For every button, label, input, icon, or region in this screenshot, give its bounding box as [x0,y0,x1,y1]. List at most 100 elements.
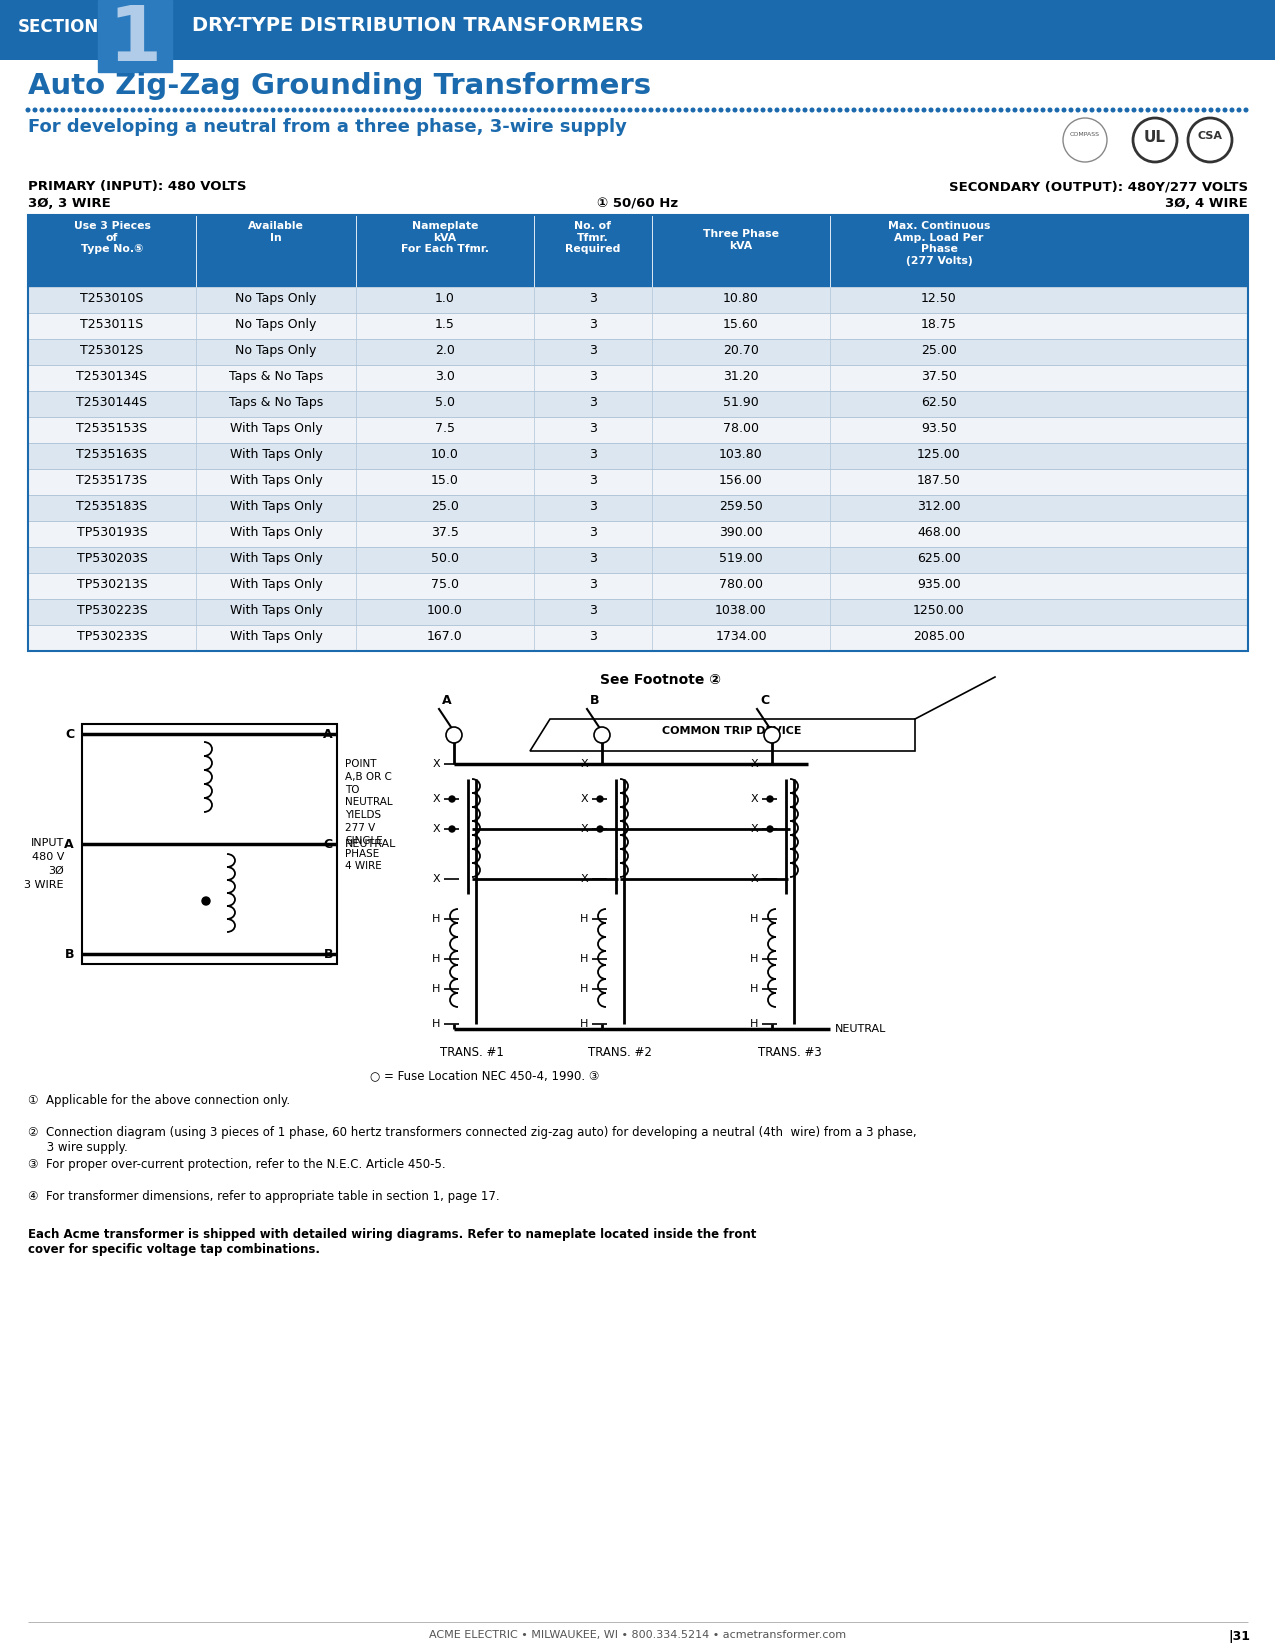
Text: A: A [442,693,451,707]
Text: T2535163S: T2535163S [76,447,148,461]
Text: H: H [432,954,440,964]
Text: H: H [580,984,588,994]
Circle shape [1000,109,1003,112]
Text: X: X [751,794,759,804]
Circle shape [755,109,757,112]
Circle shape [467,109,470,112]
Text: 78.00: 78.00 [723,423,759,434]
Circle shape [1112,109,1114,112]
Circle shape [474,109,478,112]
Text: 18.75: 18.75 [921,319,958,330]
Text: X: X [751,824,759,834]
Circle shape [597,826,603,832]
Circle shape [145,109,149,112]
Text: 519.00: 519.00 [719,551,762,565]
Text: X: X [580,873,588,883]
Text: With Taps Only: With Taps Only [230,500,323,513]
Text: No Taps Only: No Taps Only [236,343,316,357]
Text: X: X [580,794,588,804]
Circle shape [958,109,961,112]
Text: 37.50: 37.50 [921,370,958,383]
Circle shape [89,109,93,112]
Text: |31: |31 [1228,1630,1250,1643]
Text: 780.00: 780.00 [719,578,762,591]
Text: T2530134S: T2530134S [76,370,148,383]
Text: 3: 3 [589,631,597,642]
Circle shape [643,109,646,112]
Text: 93.50: 93.50 [921,423,956,434]
Circle shape [173,109,177,112]
Circle shape [817,109,821,112]
Circle shape [432,109,436,112]
Circle shape [1063,117,1107,162]
Text: 3: 3 [589,527,597,538]
Text: With Taps Only: With Taps Only [230,551,323,565]
Circle shape [384,109,386,112]
Circle shape [769,109,771,112]
Text: TP530233S: TP530233S [76,631,148,642]
Circle shape [222,109,226,112]
Circle shape [1146,109,1150,112]
Circle shape [82,109,85,112]
Circle shape [894,109,898,112]
Circle shape [713,109,715,112]
Text: H: H [580,915,588,925]
Circle shape [250,109,254,112]
Circle shape [635,109,639,112]
Text: 5.0: 5.0 [435,396,455,409]
Circle shape [453,109,456,112]
Text: H: H [750,1019,759,1029]
Circle shape [1020,109,1024,112]
Circle shape [621,109,625,112]
Circle shape [446,726,462,743]
Circle shape [449,796,455,802]
Circle shape [244,109,247,112]
Circle shape [1084,109,1086,112]
Bar [28,573,1248,599]
Text: 935.00: 935.00 [917,578,961,591]
Circle shape [607,109,611,112]
Circle shape [180,109,184,112]
Circle shape [47,109,51,112]
Circle shape [258,109,261,112]
Text: 2085.00: 2085.00 [913,631,965,642]
Circle shape [166,109,170,112]
Circle shape [866,109,870,112]
Text: 167.0: 167.0 [427,631,463,642]
Text: POINT
A,B OR C
TO
NEUTRAL
YIELDS
277 V
SINGLE
PHASE
4 WIRE: POINT A,B OR C TO NEUTRAL YIELDS 277 V S… [346,759,393,872]
Circle shape [615,109,618,112]
Text: X: X [432,824,440,834]
Circle shape [594,726,609,743]
Bar [28,314,1248,338]
Text: 3: 3 [589,551,597,565]
Circle shape [61,109,65,112]
Text: 3: 3 [589,292,597,305]
Circle shape [201,109,205,112]
Text: 3: 3 [589,474,597,487]
Circle shape [117,109,121,112]
Circle shape [488,109,492,112]
Circle shape [649,109,653,112]
Circle shape [152,109,156,112]
Bar [28,365,1248,391]
Text: 10.0: 10.0 [431,447,459,461]
Bar [28,338,1248,365]
Text: ④  For transformer dimensions, refer to appropriate table in section 1, page 17.: ④ For transformer dimensions, refer to a… [28,1190,500,1204]
Text: 1: 1 [108,3,162,78]
Text: 156.00: 156.00 [719,474,762,487]
Circle shape [1244,109,1248,112]
Text: X: X [580,759,588,769]
Text: X: X [432,873,440,883]
Polygon shape [530,718,915,751]
Circle shape [523,109,527,112]
Circle shape [1090,109,1094,112]
Circle shape [138,109,142,112]
Circle shape [978,109,982,112]
Text: With Taps Only: With Taps Only [230,604,323,617]
Circle shape [1048,109,1052,112]
Circle shape [558,109,562,112]
Bar [28,215,1248,650]
Circle shape [544,109,548,112]
Text: T2530144S: T2530144S [76,396,148,409]
Bar [28,287,1248,314]
